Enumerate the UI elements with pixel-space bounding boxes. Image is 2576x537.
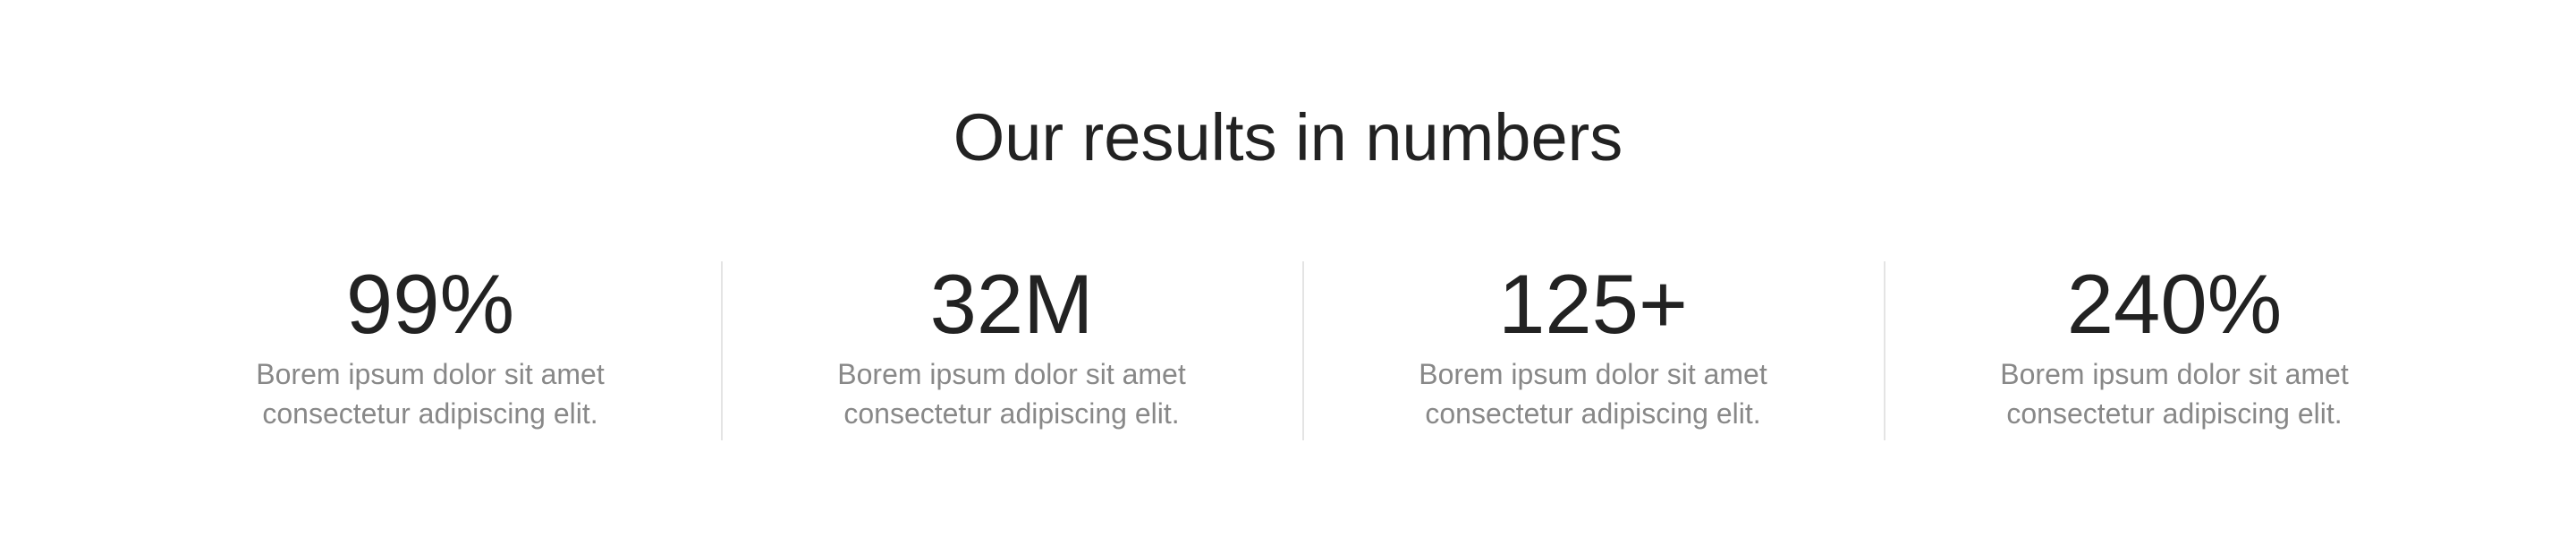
stat-description: Borem ipsum dolor sit amet consectetur a… — [2000, 358, 2349, 430]
stat-divider — [1302, 261, 1304, 440]
stat-value: 99% — [345, 257, 515, 351]
stat-item: 99% Borem ipsum dolor sit amet consectet… — [143, 257, 717, 440]
stats-row: 99% Borem ipsum dolor sit amet consectet… — [143, 257, 2469, 440]
stat-item: 125+ Borem ipsum dolor sit amet consecte… — [1306, 257, 1880, 440]
section-title: Our results in numbers — [953, 100, 1623, 175]
stat-divider — [1884, 261, 1885, 440]
stat-value: 32M — [929, 257, 1094, 351]
stat-description: Borem ipsum dolor sit amet consectetur a… — [256, 358, 605, 430]
stat-value: 125+ — [1498, 257, 1688, 351]
stat-description: Borem ipsum dolor sit amet consectetur a… — [837, 358, 1186, 430]
stat-item: 240% Borem ipsum dolor sit amet consecte… — [1887, 257, 2462, 440]
stat-description: Borem ipsum dolor sit amet consectetur a… — [1419, 358, 1767, 430]
stat-item: 32M Borem ipsum dolor sit amet consectet… — [724, 257, 1299, 440]
stat-value: 240% — [2066, 257, 2283, 351]
stat-divider — [721, 261, 723, 440]
